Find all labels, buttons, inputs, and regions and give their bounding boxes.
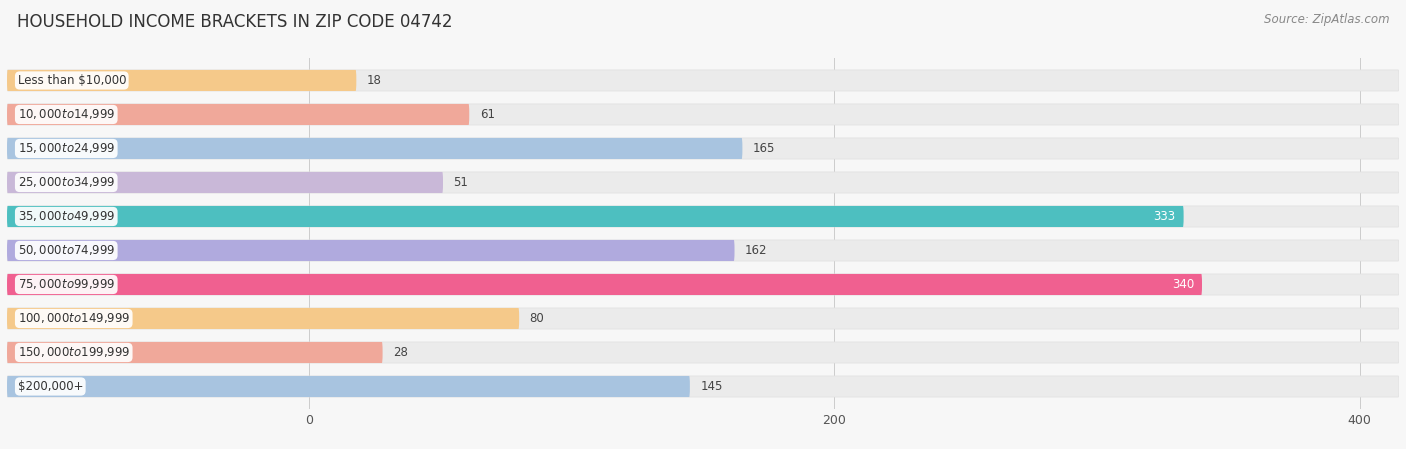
Text: $50,000 to $74,999: $50,000 to $74,999: [17, 243, 115, 257]
FancyBboxPatch shape: [7, 138, 742, 159]
FancyBboxPatch shape: [7, 342, 382, 363]
FancyBboxPatch shape: [7, 240, 734, 261]
Text: 145: 145: [700, 380, 723, 393]
FancyBboxPatch shape: [7, 138, 1399, 159]
FancyBboxPatch shape: [7, 206, 1184, 227]
FancyBboxPatch shape: [7, 376, 1399, 397]
Text: $35,000 to $49,999: $35,000 to $49,999: [17, 210, 115, 224]
FancyBboxPatch shape: [7, 274, 1399, 295]
Text: $75,000 to $99,999: $75,000 to $99,999: [17, 277, 115, 291]
Text: HOUSEHOLD INCOME BRACKETS IN ZIP CODE 04742: HOUSEHOLD INCOME BRACKETS IN ZIP CODE 04…: [17, 13, 453, 31]
FancyBboxPatch shape: [7, 240, 1399, 261]
Text: 61: 61: [479, 108, 495, 121]
FancyBboxPatch shape: [7, 70, 1399, 91]
FancyBboxPatch shape: [7, 70, 356, 91]
FancyBboxPatch shape: [7, 104, 470, 125]
FancyBboxPatch shape: [7, 206, 1399, 227]
FancyBboxPatch shape: [7, 172, 1399, 193]
Text: 28: 28: [394, 346, 408, 359]
Text: 165: 165: [752, 142, 775, 155]
Text: 333: 333: [1153, 210, 1175, 223]
Text: $100,000 to $149,999: $100,000 to $149,999: [17, 312, 129, 326]
FancyBboxPatch shape: [7, 172, 443, 193]
Text: 51: 51: [454, 176, 468, 189]
FancyBboxPatch shape: [7, 308, 1399, 329]
Text: Less than $10,000: Less than $10,000: [17, 74, 127, 87]
Text: $150,000 to $199,999: $150,000 to $199,999: [17, 345, 129, 360]
Text: 80: 80: [530, 312, 544, 325]
Text: 18: 18: [367, 74, 381, 87]
Text: 162: 162: [745, 244, 768, 257]
Text: $15,000 to $24,999: $15,000 to $24,999: [17, 141, 115, 155]
FancyBboxPatch shape: [7, 376, 690, 397]
FancyBboxPatch shape: [7, 104, 1399, 125]
Text: $25,000 to $34,999: $25,000 to $34,999: [17, 176, 115, 189]
FancyBboxPatch shape: [7, 342, 1399, 363]
FancyBboxPatch shape: [7, 274, 1202, 295]
Text: $10,000 to $14,999: $10,000 to $14,999: [17, 107, 115, 122]
Text: 340: 340: [1171, 278, 1194, 291]
FancyBboxPatch shape: [7, 308, 519, 329]
Text: Source: ZipAtlas.com: Source: ZipAtlas.com: [1264, 13, 1389, 26]
Text: $200,000+: $200,000+: [17, 380, 83, 393]
